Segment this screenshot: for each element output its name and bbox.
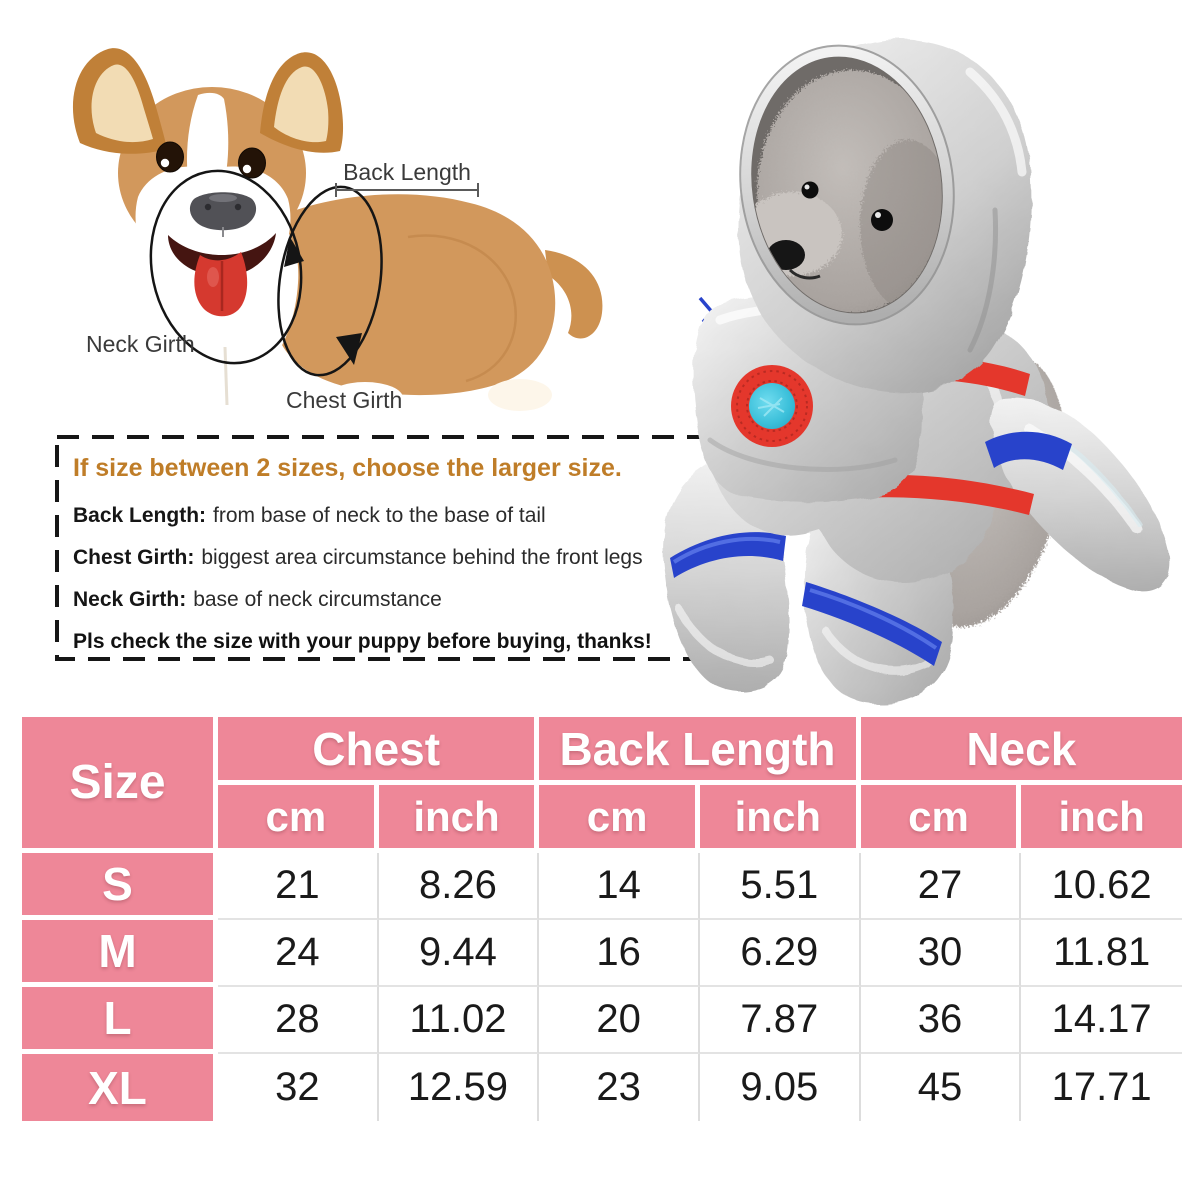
tip-chest-girth-text: biggest area circumstance behind the fro…	[201, 546, 643, 569]
cell-s-back-cm: 14	[539, 853, 700, 920]
back-length-group-header: Back Length	[539, 717, 861, 785]
tip-neck-girth-label: Neck Girth:	[73, 588, 187, 611]
cell-m-neck-inch: 11.81	[1021, 920, 1182, 987]
cell-s-neck-cm: 27	[860, 853, 1022, 920]
row-header-xl: XL	[22, 1054, 218, 1121]
table-row-xl: XL 32 12.59 23 9.05 45 17.71	[22, 1054, 1182, 1121]
corgi-illustration	[72, 48, 603, 428]
cell-l-back-inch: 7.87	[699, 987, 861, 1054]
size-column-header: Size	[22, 717, 218, 853]
right-leg-blue-stripe	[802, 582, 942, 666]
tip-neck-girth-text: base of neck circumstance	[193, 588, 442, 611]
cell-m-back-inch: 6.29	[699, 920, 861, 987]
back-length-label: Back Length	[343, 159, 471, 185]
cell-m-chest-inch: 9.44	[378, 920, 540, 987]
row-header-m: M	[22, 920, 218, 987]
right-arm-blue-stripe	[985, 431, 1072, 470]
cell-l-chest-cm: 28	[218, 987, 379, 1054]
tips-footer: Pls check the size with your puppy befor…	[73, 630, 652, 653]
cell-xl-chest-cm: 32	[218, 1054, 379, 1121]
cell-m-back-cm: 16	[539, 920, 700, 987]
tip-neck-girth: Neck Girth: base of neck circumstance	[73, 579, 742, 621]
tip-back-length-text: from base of neck to the base of tail	[213, 504, 546, 527]
mission-badge	[731, 365, 813, 447]
plush-dog-eye-right	[871, 209, 893, 231]
chest-group-header: Chest	[218, 717, 540, 785]
table-row-m: M 24 9.44 16 6.29 30 11.81	[22, 920, 1182, 987]
neck-girth-arrow-icon	[284, 237, 304, 267]
neck-group-header: Neck	[860, 717, 1182, 785]
back-cm-header: cm	[539, 785, 700, 853]
cell-m-neck-cm: 30	[860, 920, 1022, 987]
row-header-s: S	[22, 853, 218, 920]
neck-girth-label: Neck Girth	[86, 331, 195, 357]
size-table: Size Chest Back Length Neck cm inch cm i…	[22, 717, 1182, 1121]
costume-hood	[738, 39, 1032, 394]
tip-chest-girth-label: Chest Girth:	[73, 546, 195, 569]
tip-back-length-label: Back Length:	[73, 504, 207, 527]
corgi-nose	[189, 192, 257, 237]
cell-l-neck-inch: 14.17	[1021, 987, 1182, 1054]
tip-chest-girth: Chest Girth: biggest area circumstance be…	[73, 537, 742, 579]
corgi-tongue	[194, 252, 248, 317]
table-row-s: S 21 8.26 14 5.51 27 10.62	[22, 853, 1182, 920]
cell-l-neck-cm: 36	[860, 987, 1022, 1054]
measurement-overlays: Back Length Neck Girth Chest Girth	[86, 159, 479, 413]
corgi-measurement-diagram: Back Length Neck Girth Chest Girth	[72, 48, 603, 428]
tip-back-length: Back Length: from base of neck to the bas…	[73, 495, 742, 537]
sizing-tips-box: If size between 2 sizes, choose the larg…	[55, 435, 762, 661]
astronaut-costume-photo	[663, 39, 1170, 705]
corgi-eyes	[156, 141, 266, 179]
chest-inch-header: inch	[378, 785, 540, 853]
neck-cm-header: cm	[860, 785, 1022, 853]
neck-inch-header: inch	[1021, 785, 1182, 853]
plush-dog-eye-left	[801, 181, 819, 199]
tips-headline: If size between 2 sizes, choose the larg…	[73, 454, 622, 482]
table-row-l: L 28 11.02 20 7.87 36 14.17	[22, 987, 1182, 1054]
cell-xl-chest-inch: 12.59	[378, 1054, 540, 1121]
chest-girth-arrow-icon	[336, 333, 362, 365]
chest-cm-header: cm	[218, 785, 379, 853]
cell-m-chest-cm: 24	[218, 920, 379, 987]
cell-s-neck-inch: 10.62	[1021, 853, 1182, 920]
cell-s-chest-cm: 21	[218, 853, 379, 920]
cell-xl-neck-cm: 45	[860, 1054, 1022, 1121]
cell-s-chest-inch: 8.26	[378, 853, 540, 920]
cell-s-back-inch: 5.51	[699, 853, 861, 920]
cell-l-back-cm: 20	[539, 987, 700, 1054]
cell-xl-back-inch: 9.05	[699, 1054, 861, 1121]
chest-girth-label: Chest Girth	[286, 387, 402, 413]
chest-girth-ellipse	[277, 185, 383, 377]
cell-xl-back-cm: 23	[539, 1054, 700, 1121]
left-leg-blue-stripe	[670, 532, 786, 578]
back-inch-header: inch	[699, 785, 861, 853]
cell-xl-neck-inch: 17.71	[1021, 1054, 1182, 1121]
cell-l-chest-inch: 11.02	[378, 987, 540, 1054]
row-header-l: L	[22, 987, 218, 1054]
